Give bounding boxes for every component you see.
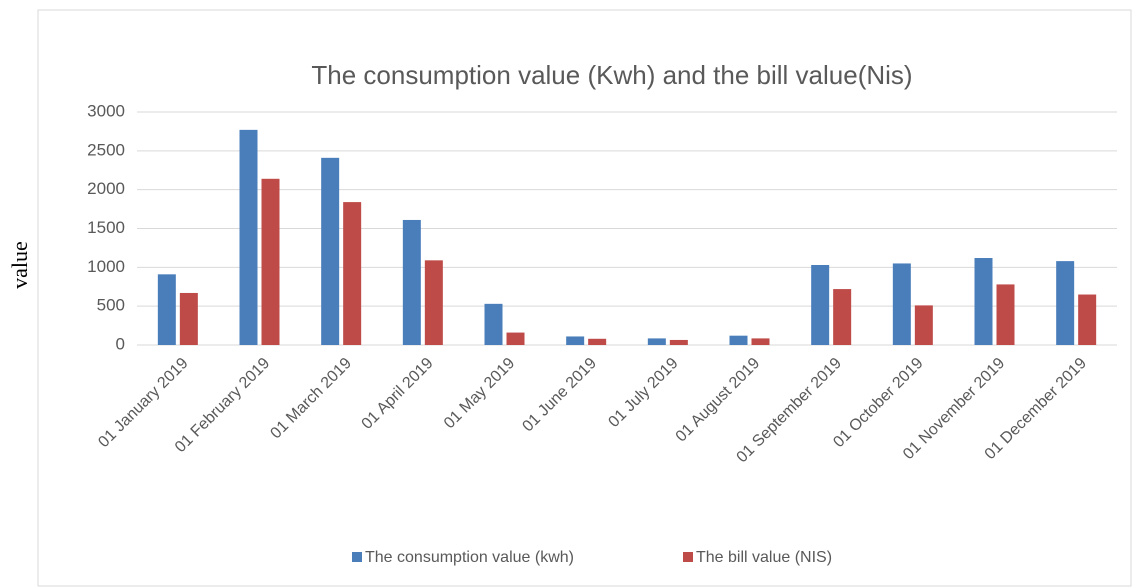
bar: [669, 339, 688, 345]
legend-swatch: [352, 552, 362, 562]
bar: [566, 336, 585, 345]
y-tick-label: 3000: [87, 101, 125, 120]
bar: [914, 305, 933, 345]
y-tick-label: 2500: [87, 140, 125, 159]
bar: [424, 260, 443, 345]
bar: [506, 332, 525, 345]
bar: [647, 338, 666, 345]
bar: [484, 303, 503, 345]
bar: [892, 263, 911, 345]
bar: [588, 338, 607, 345]
bar: [751, 338, 770, 345]
chart-frame: [37, 9, 1132, 587]
y-axis-label: value: [7, 241, 32, 289]
legend-label: The bill value (NIS): [696, 549, 832, 566]
y-tick-label: 500: [97, 296, 125, 315]
bar: [343, 202, 362, 345]
y-tick-label: 2000: [87, 179, 125, 198]
bar: [974, 258, 993, 345]
bar: [996, 284, 1015, 345]
bar: [833, 289, 852, 345]
bar: [1056, 261, 1075, 345]
y-tick-label: 1000: [87, 257, 125, 276]
bar: [157, 274, 176, 345]
chart-title: The consumption value (Kwh) and the bill…: [311, 60, 912, 90]
y-tick-label: 1500: [87, 218, 125, 237]
bar: [811, 265, 830, 345]
bar: [1078, 294, 1097, 345]
bar: [261, 178, 280, 345]
bar: [402, 219, 421, 345]
legend-label: The consumption value (kwh): [365, 549, 574, 566]
bar: [321, 157, 340, 345]
bar: [179, 292, 198, 345]
bar: [239, 129, 258, 345]
legend-swatch: [683, 552, 693, 562]
bar: [729, 335, 748, 345]
y-tick-label: 0: [116, 334, 125, 353]
